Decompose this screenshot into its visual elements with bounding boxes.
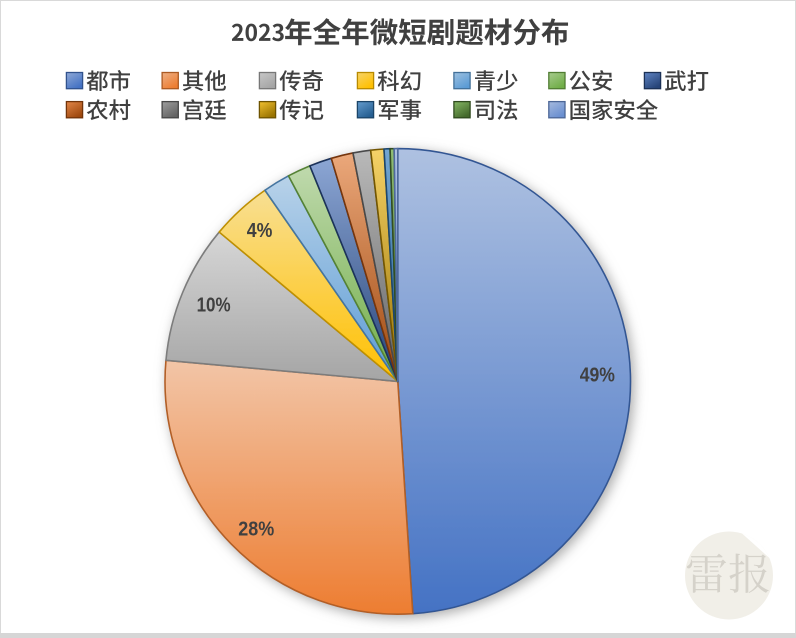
svg-text:10%: 10% <box>197 294 231 316</box>
svg-text:28%: 28% <box>238 518 274 540</box>
svg-text:4%: 4% <box>247 220 273 242</box>
svg-text:49%: 49% <box>580 364 615 386</box>
